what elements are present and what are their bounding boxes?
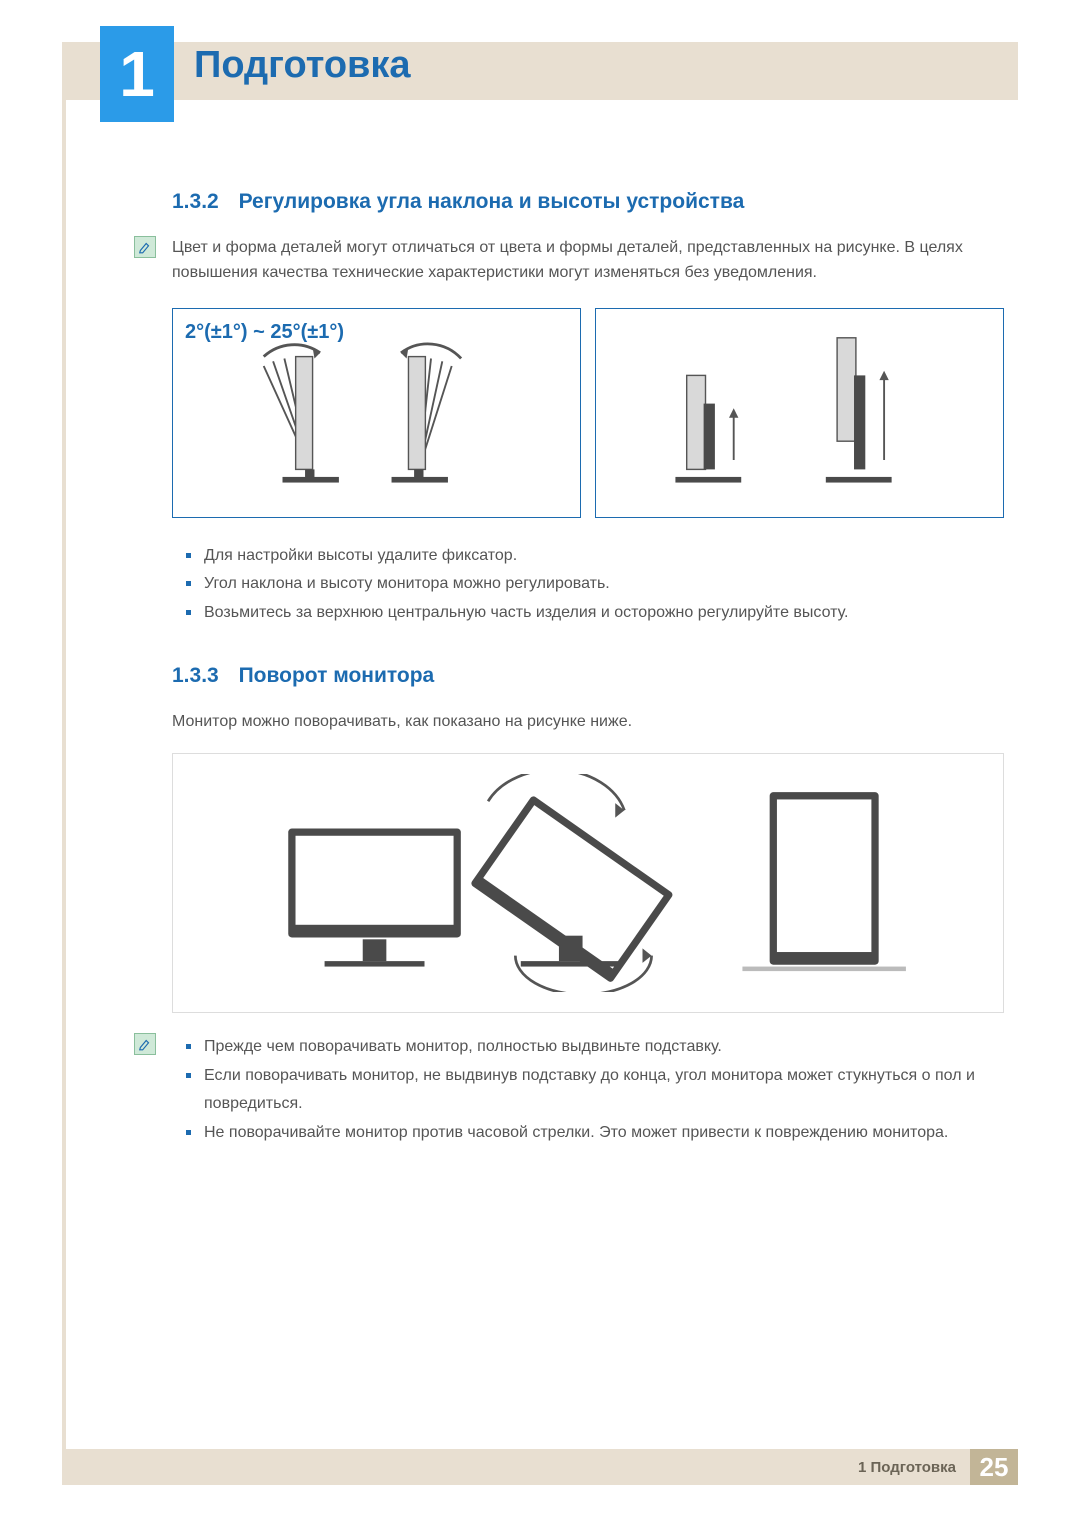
bullet-item: Угол наклона и высоту монитора можно рег… — [186, 570, 1004, 599]
bullet-item: Если поворачивать монитор, не выдвинув п… — [186, 1062, 1004, 1120]
left-margin-stripe — [62, 100, 66, 1449]
tilt-diagram-icon — [183, 319, 570, 507]
section-title: Поворот монитора — [239, 664, 435, 687]
note-text: Цвет и форма деталей могут отличаться от… — [172, 236, 1004, 286]
chapter-title: Подготовка — [194, 44, 411, 87]
bullets-133: Прежде чем поворачивать монитор, полност… — [186, 1033, 1004, 1148]
bullet-item: Возьмитесь за верхнюю центральную часть … — [186, 599, 1004, 628]
note-icon — [134, 236, 156, 258]
footer-bar: 1 Подготовка 25 — [62, 1449, 1018, 1485]
figure-height — [595, 308, 1004, 518]
height-diagram-icon — [606, 319, 993, 507]
section-number: 1.3.2 — [172, 190, 219, 214]
rotation-diagram-icon — [193, 774, 983, 992]
note-icon — [134, 1033, 156, 1055]
bullet-item: Прежде чем поворачивать монитор, полност… — [186, 1033, 1004, 1062]
section-heading-132: 1.3.2 Регулировка угла наклона и высоты … — [172, 190, 1004, 214]
chapter-number: 1 — [119, 37, 155, 111]
bullet-item: Не поворачивайте монитор против часовой … — [186, 1119, 1004, 1148]
note-132: Цвет и форма деталей могут отличаться от… — [172, 236, 1004, 286]
note-133: Прежде чем поворачивать монитор, полност… — [172, 1033, 1004, 1148]
section-heading-133: 1.3.3 Поворот монитора — [172, 664, 1004, 688]
footer-chapter-ref: 1 Подготовка — [844, 1449, 970, 1485]
figure-tilt: 2°(±1°) ~ 25°(±1°) — [172, 308, 581, 518]
chapter-number-tab: 1 — [100, 26, 174, 122]
tilt-range-label: 2°(±1°) ~ 25°(±1°) — [185, 321, 344, 344]
section-number: 1.3.3 — [172, 664, 219, 688]
figure-rotation — [172, 753, 1004, 1013]
bullet-item: Для настройки высоты удалите фиксатор. — [186, 542, 1004, 571]
figure-row-tilt-height: 2°(±1°) ~ 25°(±1°) — [172, 308, 1004, 518]
bullets-132: Для настройки высоты удалите фиксатор. У… — [186, 542, 1004, 628]
page-content: 1.3.2 Регулировка угла наклона и высоты … — [172, 190, 1004, 1170]
section-title: Регулировка угла наклона и высоты устрой… — [239, 190, 745, 213]
intro-133: Монитор можно поворачивать, как показано… — [172, 710, 1004, 735]
footer-page-number: 25 — [970, 1449, 1018, 1485]
